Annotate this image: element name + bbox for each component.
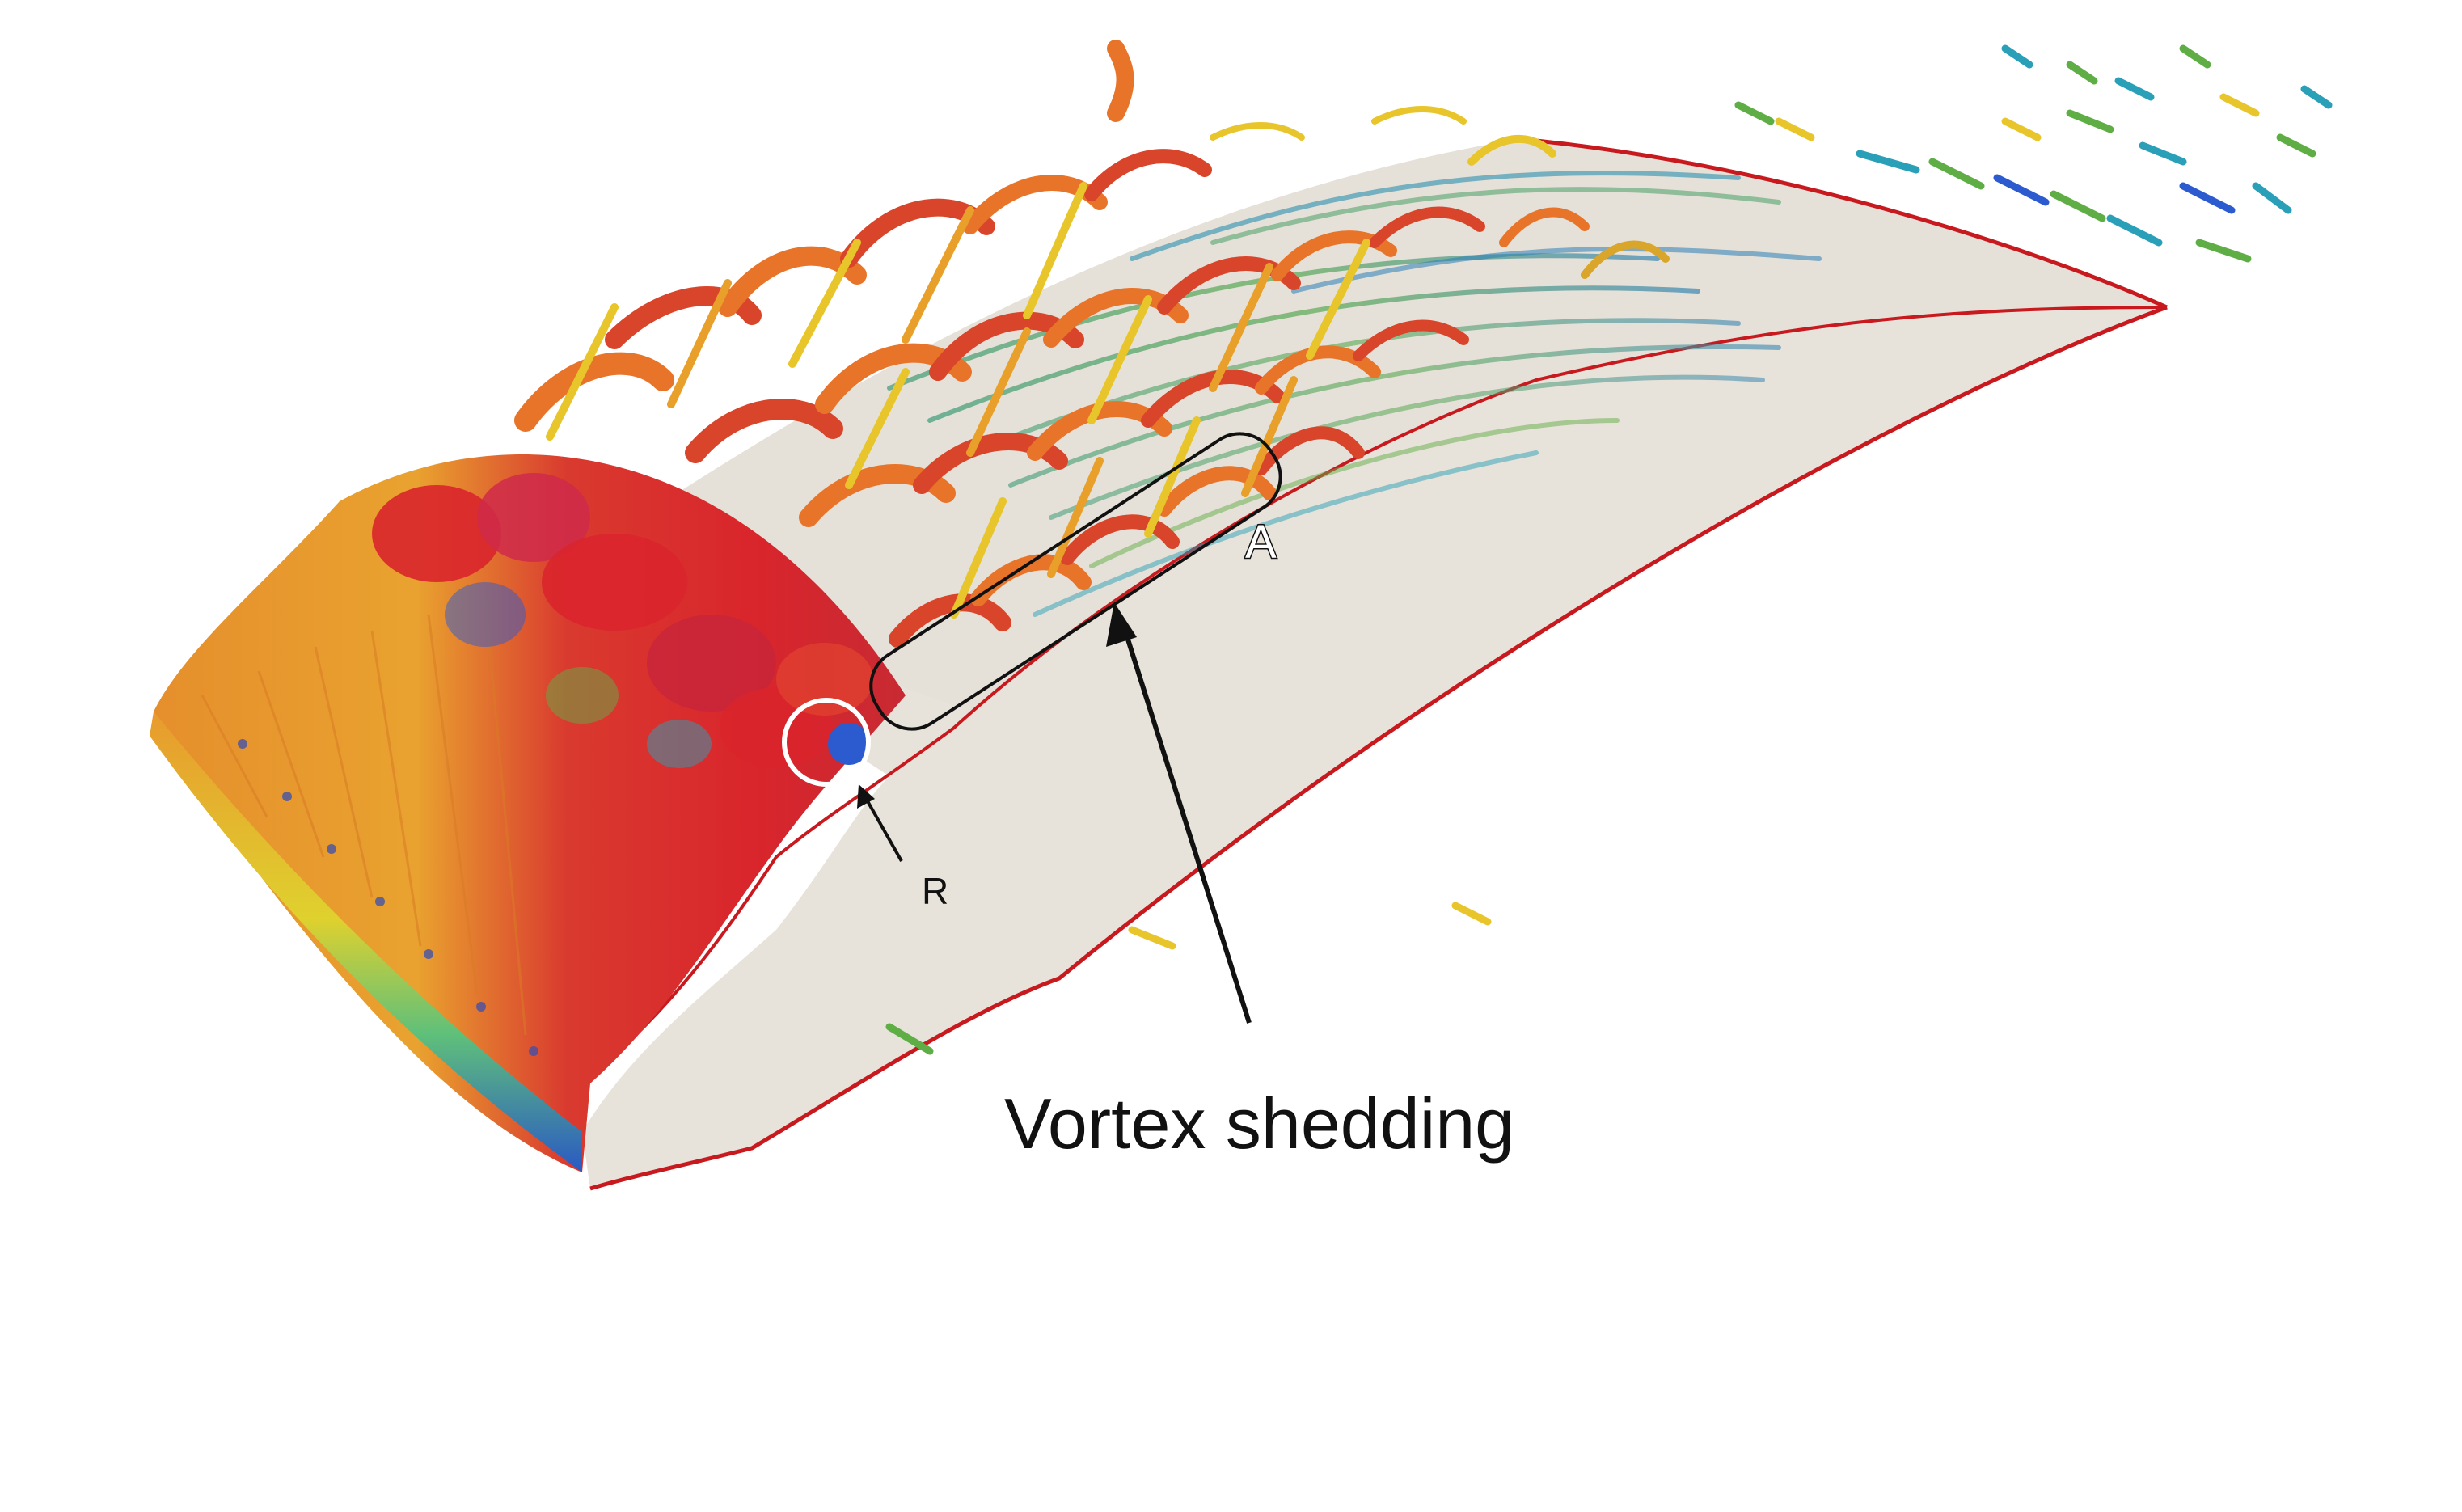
leading-edge-lower-band (150, 712, 582, 1172)
trailing-edge-outline (589, 305, 2168, 1191)
blade-outline (1519, 137, 2169, 310)
arrow-vortex-head (1106, 602, 1137, 647)
vortex-legs (546, 182, 1370, 619)
annotation-group: A R Vortex shedding (782, 432, 1514, 1164)
blade-surface-group (566, 137, 2169, 1191)
region-a-box (869, 432, 1282, 731)
wake-debris (885, 44, 2333, 1055)
region-a-label: A (1245, 516, 1277, 568)
label-r: R (922, 870, 948, 912)
leading-edge-tubercles (238, 739, 538, 1056)
pressure-side-outline (589, 306, 2168, 1077)
hairpin-vortex-structures (514, 40, 1670, 648)
marker-circle-r (782, 698, 871, 787)
arrow-r-head (857, 784, 875, 809)
turbulent-breakdown-region (372, 473, 873, 768)
suction-side-upper-region (566, 139, 2167, 712)
caption-vortex-shedding: Vortex shedding (1004, 1083, 1514, 1164)
leading-edge-streaks (201, 598, 527, 1036)
arrow-r-line (862, 793, 903, 862)
arrow-vortex-line (1121, 626, 1252, 1024)
